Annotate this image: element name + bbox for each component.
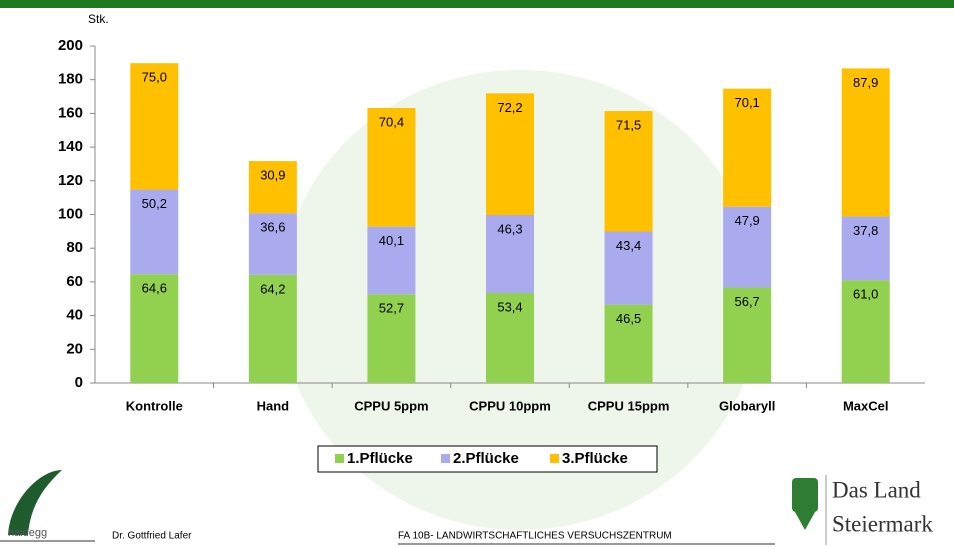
value-label: 46,5 <box>616 311 641 326</box>
top-bar <box>0 0 954 8</box>
brand-text: Das Land <box>832 477 921 502</box>
value-label: 70,4 <box>379 114 404 129</box>
logo-mark <box>8 470 62 535</box>
slide: Stk. haidegg Dr. Gottfried Lafer FA 10B-… <box>0 0 954 547</box>
y-axis-label: Stk. <box>88 12 109 26</box>
legend-swatch <box>441 454 450 463</box>
logo-text: haidegg <box>8 527 47 539</box>
coat-of-arms <box>795 512 815 530</box>
y-tick-label: 0 <box>75 374 83 391</box>
value-label: 52,7 <box>379 301 404 316</box>
x-tick-label: MaxCel <box>843 398 889 413</box>
value-label: 46,3 <box>497 221 522 236</box>
y-tick-label: 180 <box>58 71 83 88</box>
legend-swatch <box>335 454 344 463</box>
legend-label: 1.Pflücke <box>347 450 413 467</box>
x-tick-label: Hand <box>257 398 290 413</box>
y-tick-label: 140 <box>58 138 83 155</box>
value-label: 37,8 <box>853 223 878 238</box>
value-label: 56,7 <box>734 294 759 309</box>
x-tick-label: CPPU 15ppm <box>588 398 670 413</box>
bar-segment <box>842 68 890 216</box>
x-tick-label: Globaryll <box>719 398 775 413</box>
legend-label: 2.Pflücke <box>453 450 519 467</box>
y-tick-label: 120 <box>58 172 83 189</box>
value-label: 40,1 <box>379 233 404 248</box>
legend-label: 3.Pflücke <box>562 450 628 467</box>
value-label: 43,4 <box>616 238 641 253</box>
x-tick-label: Kontrolle <box>126 398 183 413</box>
y-tick-label: 160 <box>58 104 83 121</box>
value-label: 64,6 <box>142 281 167 296</box>
value-label: 47,9 <box>734 213 759 228</box>
value-label: 75,0 <box>142 70 167 85</box>
value-label: 72,2 <box>497 100 522 115</box>
brand-text: Steiermark <box>832 511 933 536</box>
value-label: 70,1 <box>734 95 759 110</box>
author: Dr. Gottfried Lafer <box>112 531 192 542</box>
institute: FA 10B- LANDWIRTSCHAFTLICHES VERSUCHSZEN… <box>398 531 672 542</box>
value-label: 36,6 <box>260 220 285 235</box>
value-label: 53,4 <box>497 299 522 314</box>
y-tick-label: 40 <box>66 307 83 324</box>
y-tick-label: 60 <box>66 273 83 290</box>
y-tick-label: 80 <box>66 239 83 256</box>
value-label: 64,2 <box>260 281 285 296</box>
value-label: 50,2 <box>142 196 167 211</box>
x-tick-label: CPPU 10ppm <box>469 398 551 413</box>
x-tick-label: CPPU 5ppm <box>354 398 428 413</box>
y-tick-label: 100 <box>58 205 83 222</box>
value-label: 71,5 <box>616 117 641 132</box>
coat-of-arms <box>792 478 818 512</box>
y-tick-label: 20 <box>66 340 83 357</box>
legend-swatch <box>550 454 559 463</box>
value-label: 87,9 <box>853 75 878 90</box>
value-label: 30,9 <box>260 168 285 183</box>
y-tick-label: 200 <box>58 37 83 54</box>
value-label: 61,0 <box>853 287 878 302</box>
